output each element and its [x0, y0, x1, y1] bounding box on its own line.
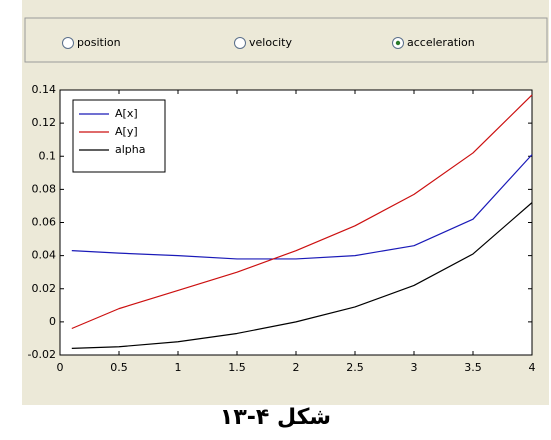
- series-line: [71, 94, 533, 330]
- radio-panel: [24, 17, 548, 63]
- x-tick-label: 4: [529, 361, 536, 374]
- y-tick-label: 0: [49, 315, 56, 328]
- radio-label[interactable]: velocity: [249, 36, 292, 49]
- radio-dot: [395, 40, 401, 46]
- x-tick-label: 2.5: [346, 361, 364, 374]
- y-tick-label: 0.08: [32, 182, 57, 195]
- series-line: [71, 154, 533, 260]
- radio-button[interactable]: [62, 37, 74, 49]
- y-tick-label: 0.1: [39, 149, 57, 162]
- y-tick-label: 0.04: [32, 249, 57, 262]
- radio-button[interactable]: [234, 37, 246, 49]
- caption: شکل ۴-۱۳: [219, 405, 332, 430]
- y-tick-label: 0.02: [32, 282, 57, 295]
- x-tick-label: 0: [57, 361, 64, 374]
- radio-label[interactable]: acceleration: [407, 36, 475, 49]
- legend-label: A[y]: [115, 125, 138, 138]
- x-tick-label: 0.5: [110, 361, 128, 374]
- legend-box: [72, 99, 166, 173]
- y-tick-label: 0.12: [32, 116, 57, 129]
- x-tick-label: 2: [293, 361, 300, 374]
- y-tick-label: 0.14: [32, 83, 57, 96]
- x-tick-label: 3.5: [464, 361, 482, 374]
- x-tick-label: 3: [411, 361, 418, 374]
- y-tick-label: 0.06: [32, 216, 57, 229]
- y-tick-label: -0.02: [28, 348, 56, 361]
- window: position velocity acceleration 0 0.5 1 1.5 2 2.…: [22, 0, 549, 405]
- legend-label: alpha: [115, 143, 146, 156]
- x-tick-label: 1: [175, 361, 182, 374]
- x-tick-label: 1.5: [228, 361, 246, 374]
- radio-label[interactable]: position: [77, 36, 121, 49]
- series-line: [71, 202, 533, 349]
- legend-label: A[x]: [115, 107, 138, 120]
